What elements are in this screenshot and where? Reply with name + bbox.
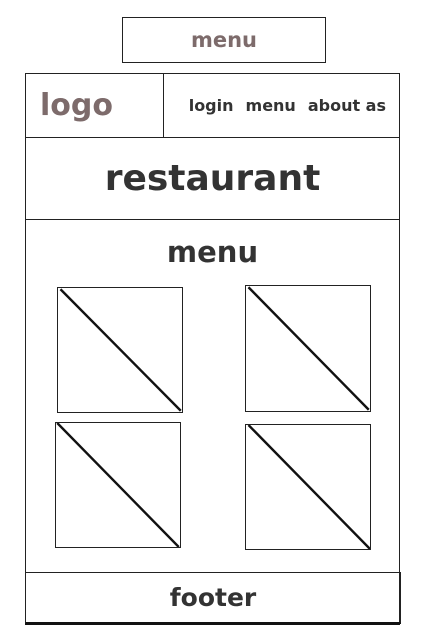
hero-banner: restaurant (25, 138, 400, 220)
logo-text: logo (40, 88, 113, 123)
logo[interactable]: logo (25, 73, 164, 138)
footer-label: footer (169, 583, 257, 612)
image-placeholder-icon (58, 288, 182, 412)
menu-section-title: menu (25, 232, 400, 272)
footer: footer (25, 572, 401, 624)
menu-section-title-text: menu (166, 235, 259, 269)
wireframe-frame (25, 73, 400, 625)
nav-link-login[interactable]: login (188, 96, 234, 115)
image-placeholder-icon (246, 286, 370, 411)
hero-title: restaurant (104, 158, 321, 199)
nav-bar: login menu about as (164, 73, 400, 138)
menu-item-image-placeholder[interactable] (57, 287, 183, 413)
nav-link-menu[interactable]: menu (245, 96, 296, 115)
menu-item-image-placeholder[interactable] (245, 424, 371, 550)
menu-item-image-placeholder[interactable] (245, 285, 371, 412)
page-label: menu (122, 17, 326, 63)
page-label-text: menu (190, 28, 258, 52)
nav-link-about[interactable]: about as (307, 96, 386, 115)
header (25, 73, 400, 138)
image-placeholder-icon (56, 423, 180, 547)
menu-item-image-placeholder[interactable] (55, 422, 181, 548)
image-placeholder-icon (246, 425, 370, 549)
